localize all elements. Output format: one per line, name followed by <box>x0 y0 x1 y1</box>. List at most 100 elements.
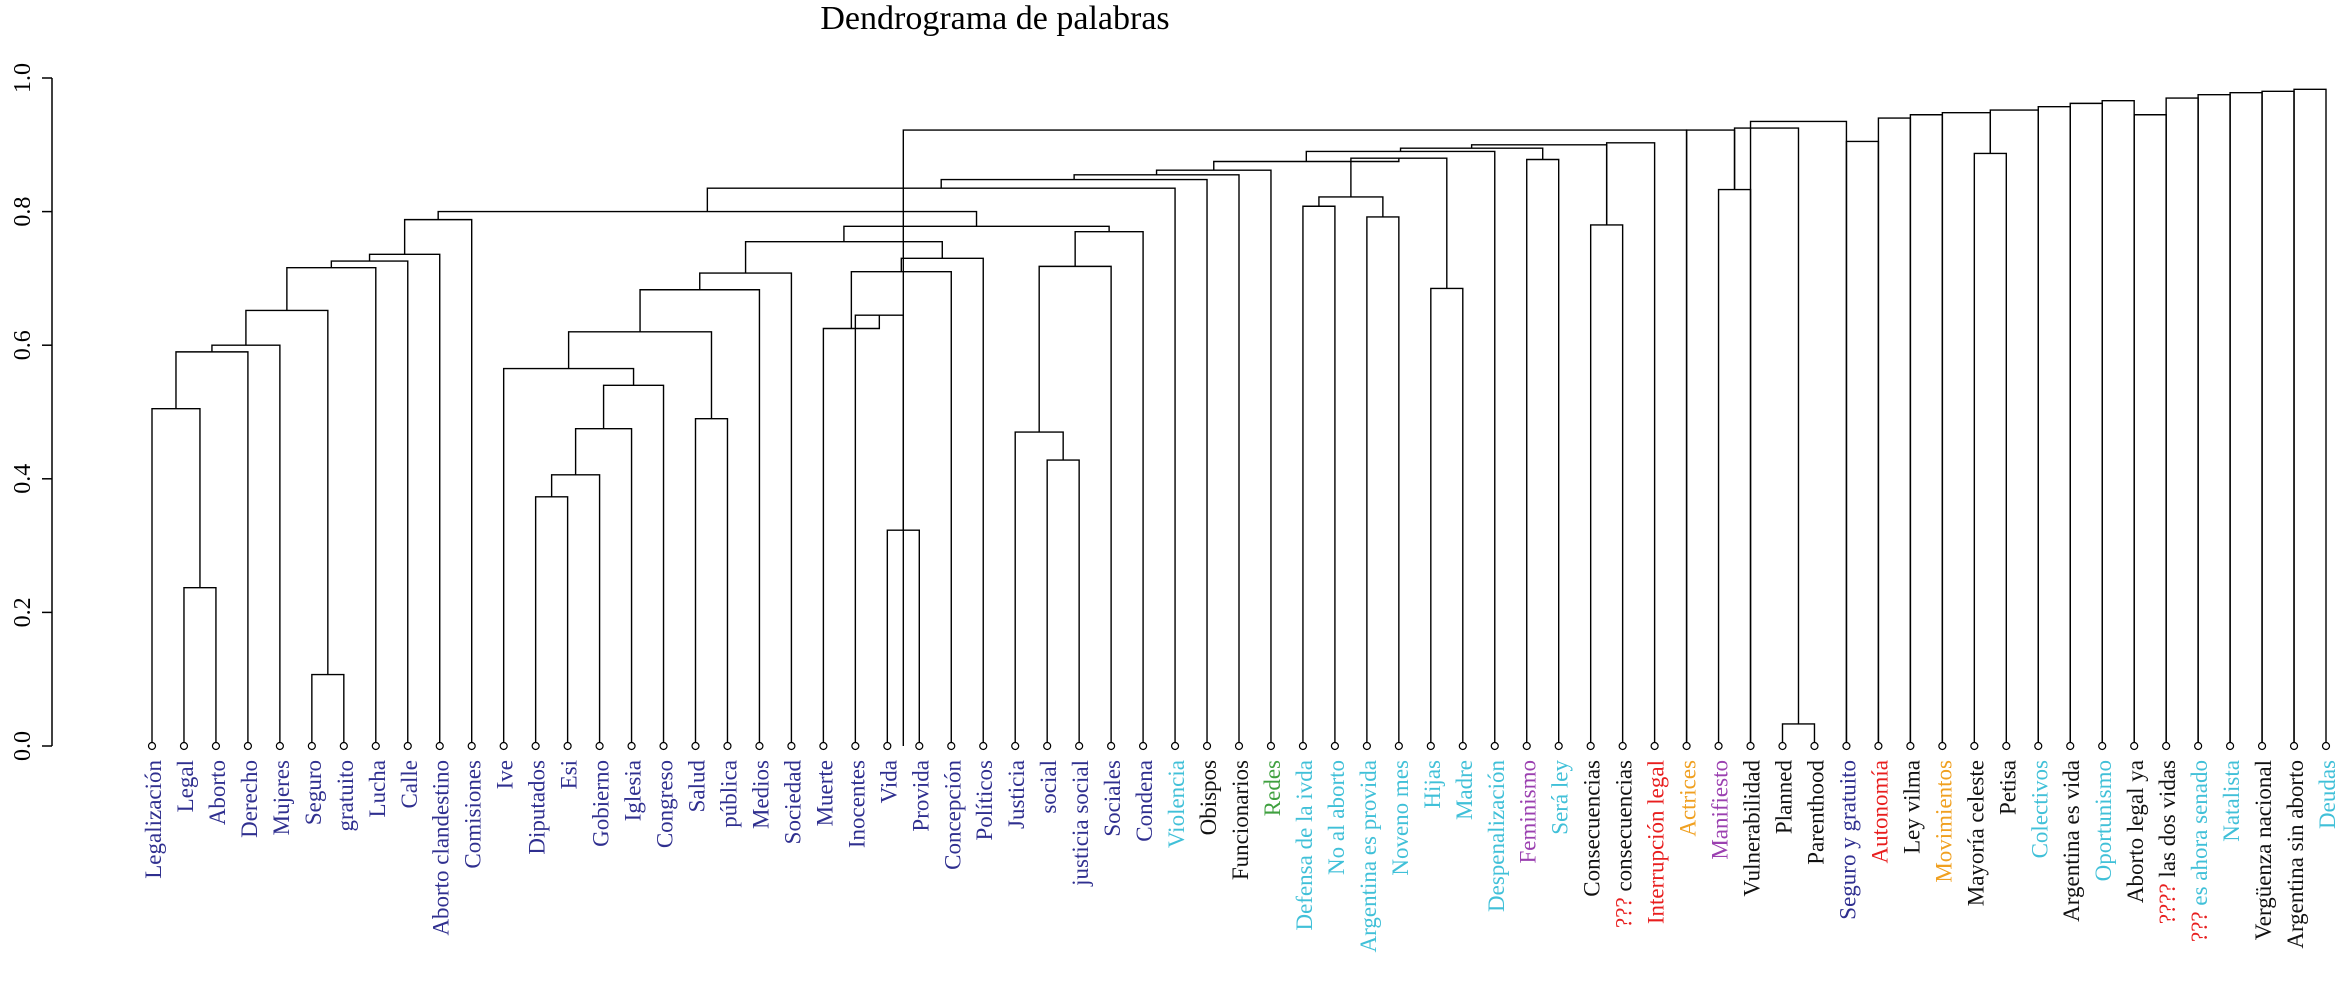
leaf-marker <box>1906 741 1915 751</box>
leaf-label: Seguro <box>301 760 326 825</box>
leaf-label: Salud <box>685 760 710 813</box>
leaf-label-text: es ahora senado <box>2187 760 2212 906</box>
leaf-label: ???? las dos vidas <box>2155 760 2180 924</box>
dendrogram-link <box>2069 102 2103 746</box>
leaf-marker <box>1426 741 1435 751</box>
leaf-marker <box>755 741 764 751</box>
dendrogram-link <box>330 260 409 746</box>
leaf-label: Manifiesto <box>1708 760 1733 860</box>
leaf-marker <box>275 741 284 751</box>
leaf-marker <box>1458 741 1467 751</box>
leaf-label: ??? consecuencias <box>1612 760 1637 928</box>
dendrogram-link <box>639 289 761 746</box>
leaf-label: Redes <box>1260 760 1285 816</box>
dendrogram-link <box>940 178 1208 746</box>
dendrogram-link <box>567 331 713 419</box>
leaf-label: Planned <box>1772 760 1797 835</box>
dendrogram-link <box>1989 109 2039 746</box>
leaf-label: Seguro y gratuito <box>1835 760 1860 920</box>
leaf-label: Defensa de la ivda <box>1292 760 1317 931</box>
dendrogram-link <box>1941 112 1992 746</box>
leaf-label: Funcionarios <box>1228 760 1253 880</box>
leaf-label: Ive <box>493 760 518 789</box>
leaf-label: Aborto clandestino <box>429 760 454 936</box>
dendrogram-link <box>175 351 249 746</box>
leaf-marker <box>1170 741 1180 751</box>
leaf-marker <box>307 741 316 751</box>
leaf-marker <box>1746 741 1755 751</box>
dendrogram-link <box>900 257 984 746</box>
leaf-marker <box>819 741 828 751</box>
leaf-label: Argentina sin aborto <box>2283 760 2308 949</box>
leaf-label: Calle <box>397 760 422 809</box>
leaf-marker <box>2162 741 2171 751</box>
leaf-marker <box>1394 741 1403 751</box>
dendrogram-link <box>2261 90 2295 746</box>
leaf-label: Colectivos <box>2027 760 2052 858</box>
leaf-marker <box>339 741 348 751</box>
leaf-label: Ley vilma <box>1899 760 1924 854</box>
leaf-label: Argentina es vida <box>2059 760 2084 922</box>
leaf-marker <box>1490 741 1499 751</box>
leaf-marker <box>2257 741 2267 751</box>
dendrogram-link <box>1430 287 1464 746</box>
dendrogram-link <box>1366 216 1400 746</box>
dendrogram-link <box>2037 106 2071 746</box>
leaf-marker <box>2098 741 2107 751</box>
leaf-marker <box>1618 741 1627 751</box>
leaf-marker <box>2130 741 2139 751</box>
y-tick-label: 0.2 <box>10 597 36 627</box>
leaf-label: Comisiones <box>461 760 486 869</box>
leaf-label: Provida <box>908 760 933 832</box>
leaf-marker <box>627 741 636 751</box>
leaf-label: pública <box>716 760 741 828</box>
leaf-label: Feminismo <box>1516 760 1541 864</box>
leaf-marker <box>723 741 732 751</box>
leaf-marker <box>1970 741 1979 751</box>
dendrogram-link <box>1074 230 1144 746</box>
leaf-marker <box>179 741 189 751</box>
leaf-label: Petisa <box>1995 760 2020 815</box>
leaf-marker <box>659 741 668 751</box>
leaf-marker <box>1682 741 1691 751</box>
dendrogram-link <box>1526 158 1560 746</box>
leaf-marker <box>947 741 956 751</box>
leaf-marker <box>1714 741 1723 751</box>
dendrogram-link <box>1973 152 2007 746</box>
leaf-marker <box>2194 741 2203 751</box>
dendrogram-link <box>1685 129 1736 746</box>
leaf-marker <box>1554 741 1563 751</box>
dendrogram-link <box>1046 459 1080 746</box>
leaf-label: Mayoría celeste <box>1963 760 1988 906</box>
dendrogram-link <box>744 240 943 274</box>
leaf-marker <box>1043 741 1052 751</box>
leaf-label: Muerte <box>812 760 837 826</box>
leaf-marker <box>435 741 444 751</box>
dendrogram-link <box>850 271 952 746</box>
leaf-label: Esi <box>557 760 582 789</box>
leaf-label: ??? es ahora senado <box>2187 760 2212 942</box>
leaf-marker <box>403 741 412 751</box>
leaf-label: Obispos <box>1196 760 1221 835</box>
dendrogram-link <box>1845 140 1880 746</box>
dendrogram-link <box>1014 431 1064 746</box>
leaf-marker <box>1842 741 1851 751</box>
leaf-marker <box>595 741 604 751</box>
leaf-marker <box>1650 741 1659 751</box>
leaf-label: Argentina es provida <box>1356 760 1381 952</box>
dendrogram-link <box>368 253 441 746</box>
leaf-marker <box>1266 741 1276 751</box>
dendrogram-link <box>1733 127 1800 724</box>
leaf-marker <box>915 741 924 751</box>
leaf-marker <box>467 741 476 751</box>
leaf-label: Autonomía <box>1867 760 1892 864</box>
leaf-label: Aborto <box>205 760 230 825</box>
leaf-marker <box>691 741 700 751</box>
dendrogram-link <box>2197 94 2231 746</box>
dendrogram-link <box>437 210 978 227</box>
leaf-label: Parenthood <box>1803 760 1828 865</box>
dendrogram-link <box>403 218 473 746</box>
leaf-marker <box>787 741 796 751</box>
leaf-label: Natalista <box>2219 760 2244 842</box>
leaf-label: justicia social <box>1068 760 1093 887</box>
